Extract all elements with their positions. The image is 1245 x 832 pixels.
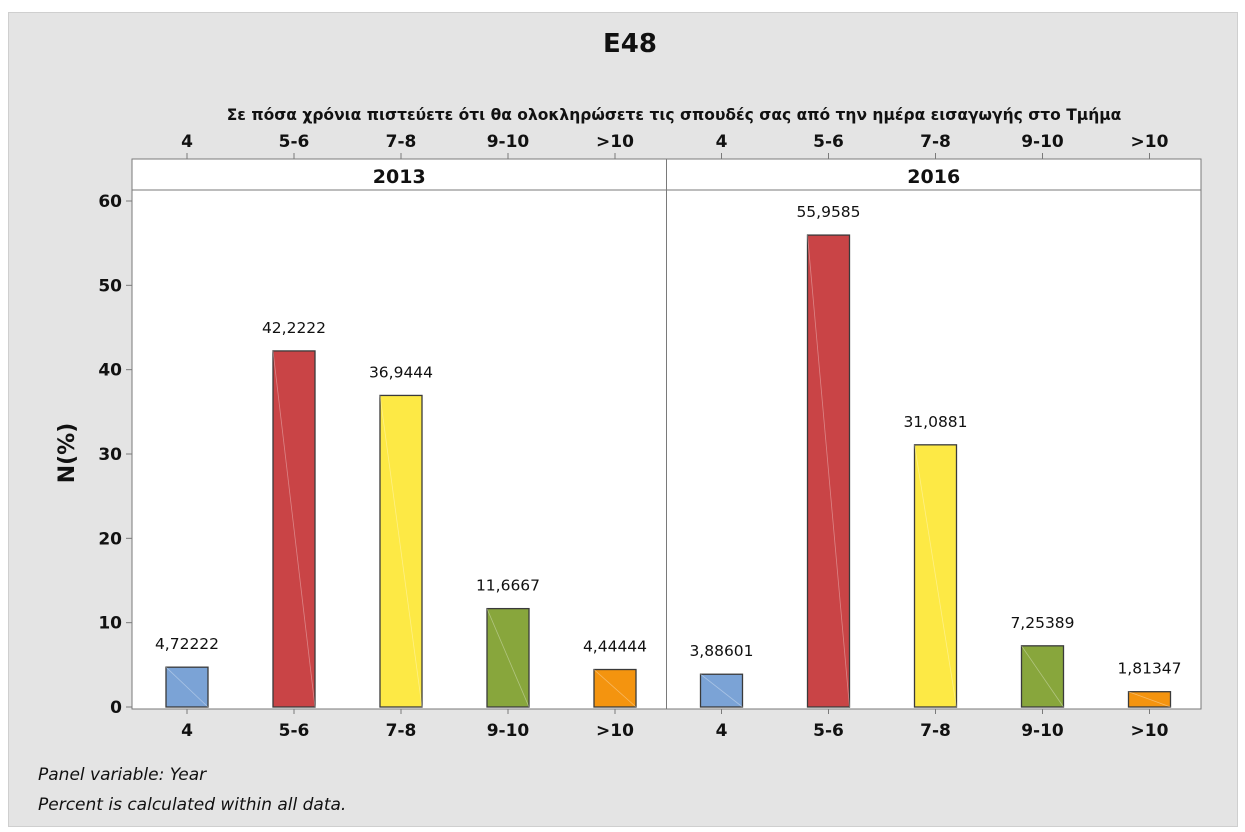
bar-2013->10	[593, 668, 637, 708]
x-tick-label-top-2013-5-6: 5-6	[279, 132, 310, 152]
bar-2013-5-6	[272, 350, 316, 708]
x-tick-label-top-2016-9-10: 9-10	[1021, 132, 1064, 152]
bar-sheen	[272, 350, 316, 708]
x-tick-label-top-2016->10: >10	[1131, 132, 1169, 152]
y-tick-label-20: 20	[98, 529, 122, 549]
panel-label-2013: 2013	[373, 166, 426, 188]
panel-variable-note: Panel variable: Year	[38, 765, 207, 785]
plot-area: 2013 4,72222 4 4 42,2222 5-6 5-6 36,9444 7-8 7-8 1…	[98, 132, 1202, 741]
x-tick-label-bottom-2016-5-6: 5-6	[813, 721, 844, 741]
data-label-2013-7-8: 36,9444	[369, 363, 433, 381]
x-tick-label-bottom-2016-4: 4	[716, 721, 728, 741]
bar-2013-9-10	[486, 607, 530, 708]
data-label-2016->10: 1,81347	[1117, 660, 1181, 678]
bar-sheen	[1128, 691, 1171, 708]
bar-2013-4	[165, 666, 209, 708]
data-label-2016-7-8: 31,0881	[903, 413, 967, 431]
chart-title: E48	[603, 29, 657, 59]
bar-sheen	[700, 673, 743, 708]
bar-sheen	[807, 235, 850, 708]
x-tick-label-top-2013->10: >10	[596, 132, 634, 152]
x-tick-label-bottom-2013-9-10: 9-10	[487, 721, 530, 741]
data-label-2016-9-10: 7,25389	[1010, 614, 1074, 632]
bar-sheen	[379, 395, 423, 708]
percent-note: Percent is calculated within all data.	[38, 795, 347, 815]
bar-2016-4	[699, 673, 744, 708]
x-tick-label-top-2013-4: 4	[181, 132, 193, 152]
x-tick-label-top-2016-4: 4	[716, 132, 728, 152]
data-label-2016-4: 3,88601	[689, 642, 753, 660]
bar-2013-7-8	[379, 394, 423, 708]
bar-sheen	[486, 608, 530, 708]
x-tick-label-bottom-2016-9-10: 9-10	[1021, 721, 1064, 741]
y-tick-label-60: 60	[98, 192, 122, 212]
bar-2016-9-10	[1020, 645, 1065, 708]
x-tick-label-top-2013-9-10: 9-10	[487, 132, 530, 152]
bar-sheen	[914, 444, 957, 708]
bar-2016->10	[1127, 691, 1172, 708]
bar-sheen	[165, 666, 209, 708]
y-tick-label-40: 40	[98, 361, 122, 381]
data-label-2013-4: 4,72222	[155, 635, 219, 653]
x-tick-label-top-2016-7-8: 7-8	[920, 132, 951, 152]
bar-sheen	[593, 669, 637, 708]
x-tick-label-top-2016-5-6: 5-6	[813, 132, 844, 152]
y-tick-label-50: 50	[98, 276, 122, 296]
y-tick-label-30: 30	[98, 445, 122, 465]
x-tick-label-bottom-2016->10: >10	[1131, 721, 1169, 741]
data-label-2013-5-6: 42,2222	[262, 319, 326, 337]
bar-2016-7-8	[913, 444, 958, 708]
data-label-2013->10: 4,44444	[583, 638, 647, 656]
x-tick-label-bottom-2013-5-6: 5-6	[279, 721, 310, 741]
x-tick-label-bottom-2013->10: >10	[596, 721, 634, 741]
y-axis-title: N(%)	[55, 423, 80, 484]
panel-label-2016: 2016	[907, 166, 960, 188]
y-tick-label-10: 10	[98, 614, 122, 634]
data-label-2013-9-10: 11,6667	[476, 577, 540, 595]
data-label-2016-5-6: 55,9585	[796, 203, 860, 221]
bar-2016-5-6	[806, 234, 851, 708]
x-tick-label-bottom-2016-7-8: 7-8	[920, 721, 951, 741]
bar-sheen	[1021, 645, 1064, 708]
x-tick-label-bottom-2013-7-8: 7-8	[386, 721, 417, 741]
x-tick-label-top-2013-7-8: 7-8	[386, 132, 417, 152]
y-tick-label-0: 0	[110, 698, 122, 718]
x-axis-title: Σε πόσα χρόνια πιστεύετε ότι θα ολοκληρώ…	[227, 106, 1122, 124]
x-tick-label-bottom-2013-4: 4	[181, 721, 193, 741]
